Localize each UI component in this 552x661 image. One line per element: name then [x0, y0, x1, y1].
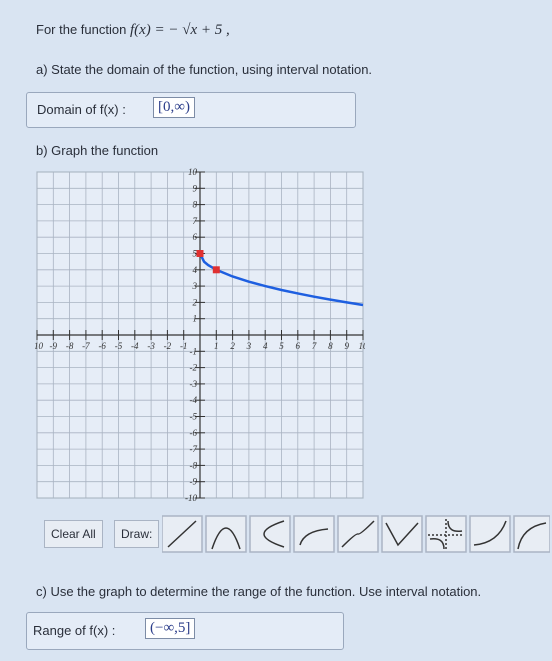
- x-tick-label: -9: [50, 341, 58, 351]
- part-b: b) Graph the function: [36, 143, 159, 158]
- domain-label: Domain of f(x) :: [37, 102, 126, 117]
- y-tick-label: 4: [193, 265, 198, 275]
- tool-log[interactable]: [513, 515, 550, 553]
- x-tick-label: 1: [214, 341, 219, 351]
- y-tick-label: -1: [190, 346, 198, 356]
- range-input[interactable]: (−∞,5]: [145, 618, 196, 639]
- y-tick-label: 1: [193, 314, 198, 324]
- x-tick-label: -8: [66, 341, 74, 351]
- plotted-point: [196, 250, 204, 257]
- y-tick-label: 3: [192, 281, 198, 291]
- y-tick-label: 5: [193, 249, 198, 259]
- part-a: a) State the domain of the function, usi…: [36, 62, 373, 77]
- y-tick-label: 2: [193, 297, 198, 307]
- tool-parabola[interactable]: [205, 515, 247, 553]
- x-tick-label: 4: [263, 341, 268, 351]
- y-tick-label: 9: [193, 183, 198, 193]
- tool-cubic[interactable]: [337, 515, 379, 553]
- draw-label: Draw:: [114, 520, 160, 548]
- x-tick-label: 5: [279, 341, 284, 351]
- tool-sideways-parabola[interactable]: [249, 515, 291, 553]
- function-curve: [198, 252, 364, 307]
- y-tick-label: -4: [190, 395, 198, 405]
- y-tick-label: -7: [190, 444, 198, 454]
- draw-tools: [162, 515, 550, 553]
- x-tick-label: -10: [35, 341, 43, 351]
- tool-rational[interactable]: [425, 515, 467, 553]
- part-c: c) Use the graph to determine the range …: [36, 584, 482, 599]
- tool-sqrt[interactable]: [293, 515, 335, 553]
- clear-all-button[interactable]: Clear All: [44, 520, 103, 548]
- y-tick-label: -2: [190, 363, 198, 373]
- domain-input[interactable]: [0,∞): [153, 97, 195, 118]
- x-tick-label: 8: [328, 341, 333, 351]
- x-tick-label: 3: [246, 341, 252, 351]
- x-tick-label: 9: [344, 341, 349, 351]
- range-box: Range of f(x) : (−∞,5]: [26, 612, 344, 650]
- x-tick-label: 2: [230, 341, 235, 351]
- y-tick-label: 6: [193, 232, 198, 242]
- y-tick-label: -10: [185, 493, 197, 502]
- y-tick-label: 10: [188, 168, 198, 177]
- tool-abs[interactable]: [381, 515, 423, 553]
- x-tick-label: -5: [115, 341, 123, 351]
- y-tick-label: -6: [190, 428, 198, 438]
- x-tick-label: -6: [98, 341, 106, 351]
- graph: -10-9-8-7-6-5-4-3-2-112345678910-10-9-8-…: [35, 168, 365, 502]
- prompt: For the function: [36, 22, 127, 37]
- x-tick-label: 7: [312, 341, 317, 351]
- domain-box: Domain of f(x) : [0,∞): [26, 92, 356, 128]
- range-label: Range of f(x) :: [33, 623, 116, 638]
- x-tick-label: -4: [131, 341, 139, 351]
- tool-line[interactable]: [162, 515, 203, 553]
- y-tick-label: -9: [190, 477, 198, 487]
- tool-exponential[interactable]: [469, 515, 511, 553]
- plotted-point: [212, 266, 220, 274]
- y-tick-label: 7: [193, 216, 198, 226]
- y-tick-label: -8: [190, 460, 198, 470]
- x-tick-label: -2: [164, 341, 172, 351]
- y-tick-label: -5: [190, 412, 198, 422]
- question: For the function f(x) = − √x + 5 ,: [36, 22, 230, 39]
- x-tick-label: 10: [359, 341, 366, 351]
- x-tick-label: -1: [180, 341, 188, 351]
- formula: f(x) = − √x + 5 ,: [129, 22, 230, 38]
- x-tick-label: -7: [82, 341, 90, 351]
- y-tick-label: 8: [193, 200, 198, 210]
- x-tick-label: -3: [147, 341, 155, 351]
- x-tick-label: 6: [296, 341, 301, 351]
- y-tick-label: -3: [190, 379, 198, 389]
